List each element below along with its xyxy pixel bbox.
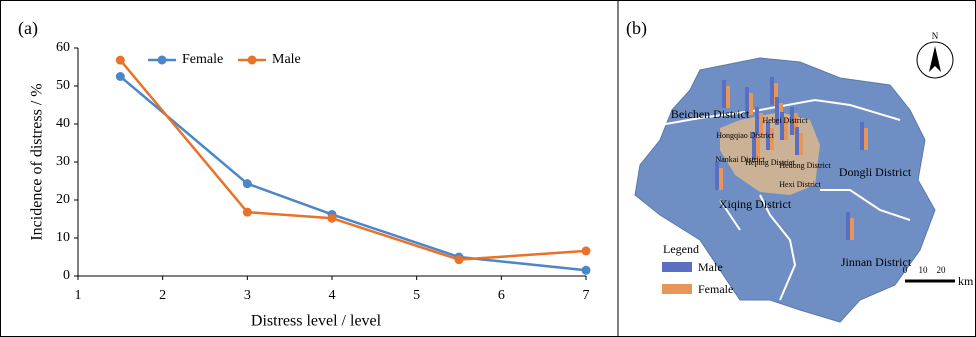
y-axis-label: Incidence of distress / % [29, 83, 46, 240]
point [582, 246, 591, 255]
panel-label: (b) [626, 18, 647, 39]
map-bar-male [715, 162, 719, 190]
point [243, 208, 252, 217]
legend-marker [158, 56, 167, 65]
map-bar-female [719, 168, 723, 190]
scale-label: 10 [919, 265, 929, 275]
legend-label: Male [272, 52, 301, 67]
map-bar-female [749, 93, 753, 115]
point [116, 56, 125, 65]
map-bar-male [860, 122, 864, 150]
y-tick-label: 30 [56, 154, 70, 169]
x-tick-label: 7 [583, 288, 590, 303]
district-label: Dongli District [839, 165, 912, 179]
legend-swatch [662, 262, 692, 272]
map-bar-male [770, 77, 774, 105]
map-bar-female [799, 133, 803, 155]
legend-label: Female [182, 52, 223, 67]
x-tick-label: 1 [75, 288, 82, 303]
y-tick-label: 10 [56, 230, 70, 245]
y-tick-label: 20 [56, 192, 70, 207]
north-label: N [932, 31, 939, 41]
x-tick-label: 3 [244, 288, 251, 303]
map-bar-female [864, 128, 868, 150]
legend-title: Legend [663, 242, 699, 256]
y-tick-label: 50 [56, 78, 70, 93]
series-line [120, 77, 586, 271]
scale-unit: km [958, 274, 974, 288]
legend-swatch [662, 284, 692, 294]
point [116, 72, 125, 81]
district-label: Beichen District [671, 107, 750, 121]
x-tick-label: 2 [159, 288, 166, 303]
district-label: Xiqing District [719, 197, 792, 211]
y-tick-label: 60 [56, 40, 70, 55]
district-label: Hexi District [779, 180, 821, 189]
scale-label: 20 [937, 265, 947, 275]
point [243, 179, 252, 188]
y-tick-label: 0 [63, 268, 70, 283]
y-tick-label: 40 [56, 116, 70, 131]
map-bar-male [846, 212, 850, 240]
legend-marker [248, 56, 257, 65]
point [455, 255, 464, 264]
panel-label: (a) [18, 18, 38, 39]
map-bar-female [850, 218, 854, 240]
district-label: Jinnan District [841, 255, 912, 269]
series-line [120, 60, 586, 260]
map-bar-male [722, 80, 726, 108]
legend-label: Male [698, 260, 723, 274]
figure: (a) Distress level / level Incidence of … [0, 0, 976, 337]
district-label: Hebei District [762, 116, 808, 125]
point [328, 214, 337, 223]
x-tick-label: 4 [329, 288, 336, 303]
district-label: Hedong District [779, 161, 831, 170]
district-label: Hongqiao District [716, 131, 774, 140]
x-tick-label: 6 [498, 288, 505, 303]
x-axis-label: Distress level / level [251, 313, 382, 330]
point [582, 266, 591, 275]
legend-label: Female [698, 282, 733, 296]
scale-label: 0 [903, 265, 908, 275]
x-tick-label: 5 [413, 288, 420, 303]
map-bar-male [795, 127, 799, 155]
map-bar-female [726, 86, 730, 108]
